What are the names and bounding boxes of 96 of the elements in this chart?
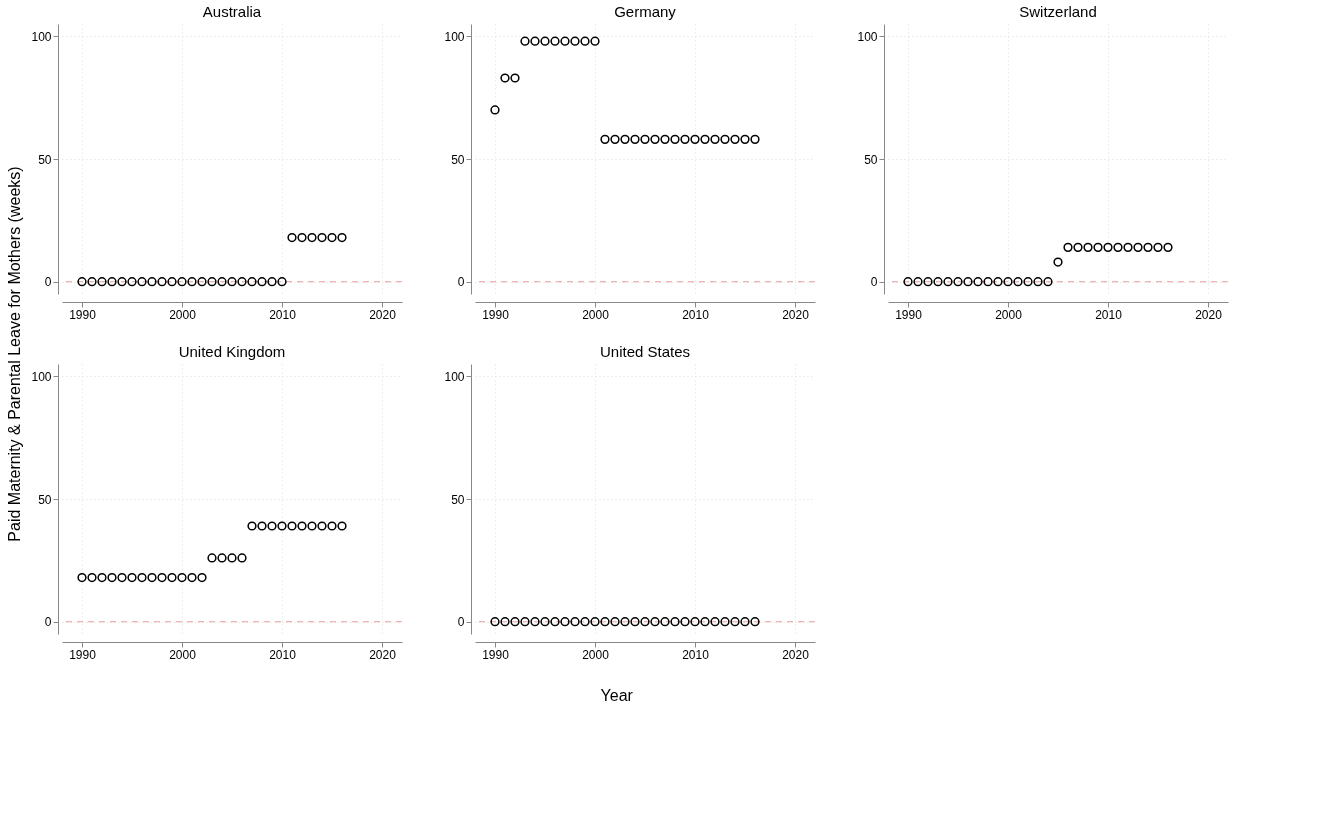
point — [570, 36, 580, 46]
point — [520, 36, 530, 46]
point — [167, 572, 177, 583]
x-tick-label: 2020 — [1195, 307, 1223, 322]
y-axis-title: Paid Maternity & Parental Leave for Mothers (weeks) — [6, 166, 23, 542]
point — [207, 553, 217, 563]
point — [490, 105, 500, 115]
point — [500, 73, 510, 83]
y-tick-label: 100 — [857, 29, 878, 44]
x-tick-label: 2020 — [782, 307, 810, 322]
point — [327, 521, 337, 531]
point — [117, 572, 127, 583]
point — [590, 36, 600, 46]
x-tick-label: 2010 — [269, 647, 297, 662]
point — [307, 521, 317, 531]
y-tick-label: 50 — [38, 152, 52, 167]
x-tick-label: 2020 — [369, 307, 397, 322]
point — [710, 134, 720, 144]
point — [157, 572, 167, 583]
point — [317, 521, 327, 531]
chart-title: Switzerland — [1019, 3, 1097, 20]
point — [630, 134, 640, 144]
chart-title: Australia — [202, 3, 262, 20]
chart-title: United States — [599, 343, 691, 360]
x-tick-label: 2020 — [782, 647, 810, 662]
x-tick-label: 1990 — [69, 647, 97, 662]
point — [247, 521, 257, 531]
point — [87, 572, 97, 583]
y-tick-label: 50 — [38, 492, 52, 507]
point — [540, 36, 550, 46]
x-tick-label: 2000 — [582, 647, 610, 662]
point — [237, 553, 247, 563]
point — [287, 521, 297, 531]
point — [650, 134, 660, 144]
point — [77, 572, 87, 583]
y-tick-label: 100 — [444, 369, 465, 384]
y-tick-label: 50 — [451, 152, 465, 167]
chart-title: United Kingdom — [178, 343, 286, 360]
point — [740, 134, 750, 144]
point — [620, 134, 630, 144]
point — [560, 36, 570, 46]
point — [700, 134, 710, 144]
x-tick-label: 2000 — [995, 307, 1023, 322]
y-tick-label: 0 — [44, 615, 52, 630]
point — [510, 73, 520, 83]
x-tick-label: 1990 — [482, 307, 510, 322]
y-tick-label: 50 — [864, 152, 878, 167]
point — [580, 36, 590, 46]
point — [147, 572, 157, 583]
point — [107, 572, 117, 583]
y-tick-label: 0 — [457, 275, 465, 290]
point — [610, 134, 620, 144]
point — [337, 521, 347, 531]
point — [97, 572, 107, 583]
point — [297, 521, 307, 531]
x-tick-label: 1990 — [69, 307, 97, 322]
x-tick-label: 2020 — [369, 647, 397, 662]
point — [720, 134, 730, 144]
x-tick-label: 2000 — [582, 307, 610, 322]
point — [750, 134, 760, 144]
point — [660, 134, 670, 144]
x-tick-label: 1990 — [482, 647, 510, 662]
y-tick-label: 0 — [457, 615, 465, 630]
point — [730, 134, 740, 144]
point — [277, 521, 287, 531]
point — [177, 572, 187, 583]
x-tick-label: 2010 — [682, 307, 710, 322]
x-tick-label: 2010 — [269, 307, 297, 322]
point — [640, 134, 650, 144]
y-tick-label: 0 — [870, 275, 878, 290]
point — [137, 572, 147, 583]
point — [670, 134, 680, 144]
x-axis-title: Year — [600, 687, 634, 704]
y-tick-label: 0 — [44, 275, 52, 290]
point — [187, 572, 197, 583]
y-tick-label: 100 — [444, 29, 465, 44]
point — [550, 36, 560, 46]
x-tick-label: 1990 — [895, 307, 923, 322]
x-tick-label: 2000 — [169, 647, 197, 662]
point — [530, 36, 540, 46]
y-tick-label: 100 — [31, 29, 52, 44]
x-tick-label: 2000 — [169, 307, 197, 322]
point — [217, 553, 227, 563]
y-tick-label: 50 — [451, 492, 465, 507]
point — [227, 553, 237, 563]
point — [680, 134, 690, 144]
x-tick-label: 2010 — [1095, 307, 1123, 322]
x-tick-label: 2010 — [682, 647, 710, 662]
point — [127, 572, 137, 583]
y-tick-label: 100 — [31, 369, 52, 384]
point — [600, 134, 610, 144]
point — [690, 134, 700, 144]
chart-title: Germany — [614, 3, 677, 20]
point — [257, 521, 267, 531]
point — [197, 572, 207, 583]
point — [267, 521, 277, 531]
